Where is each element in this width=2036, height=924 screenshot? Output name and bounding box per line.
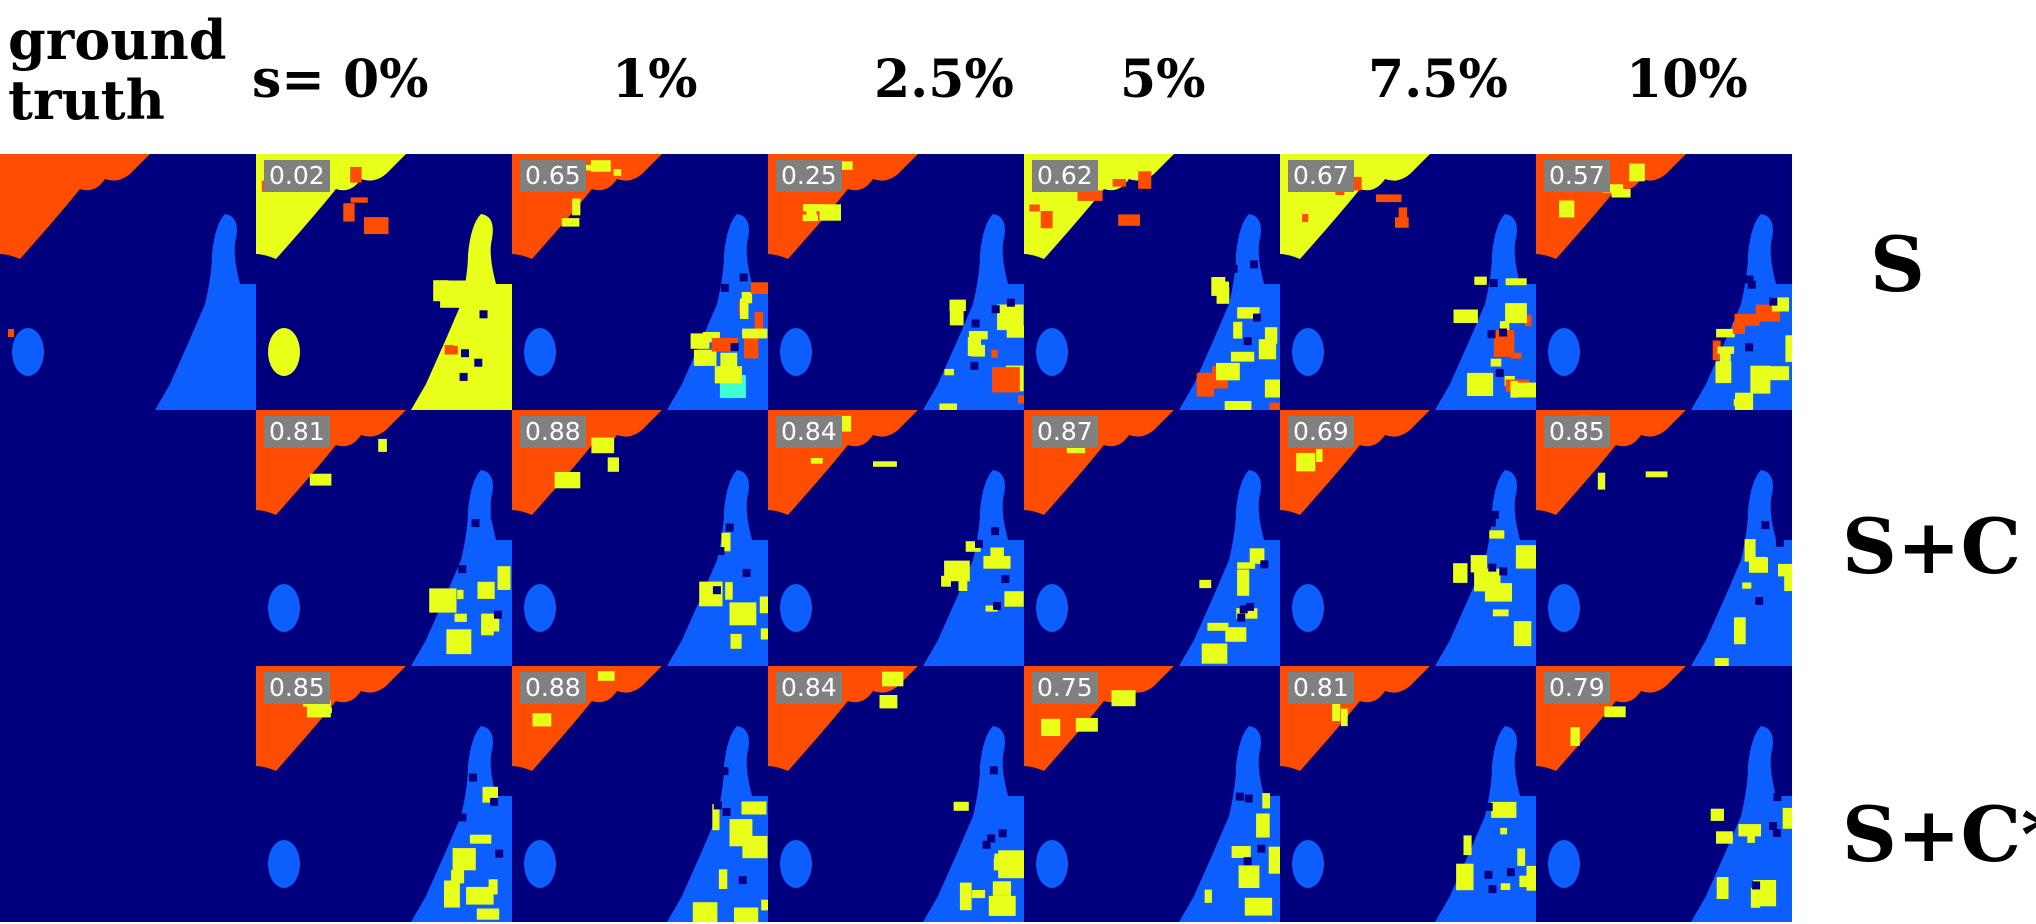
segmentation-tile: 0.02	[256, 154, 512, 410]
segmentation-map	[768, 666, 1024, 922]
score-badge: 0.69	[1288, 416, 1354, 448]
segmentation-tile: 0.67	[1280, 154, 1536, 410]
segmentation-map	[512, 666, 768, 922]
score-badge: 0.85	[1544, 416, 1610, 448]
row-label-2: S+C*	[1842, 790, 2036, 879]
segmentation-map	[1536, 410, 1792, 666]
column-header-4: 7.5%	[1368, 49, 1508, 110]
segmentation-map	[1024, 154, 1280, 410]
score-badge: 0.25	[776, 160, 842, 192]
segmentation-tile: 0.79	[1536, 666, 1792, 922]
segmentation-tile: 0.81	[1280, 666, 1536, 922]
score-badge: 0.88	[520, 672, 586, 704]
segmentation-map	[768, 154, 1024, 410]
segmentation-tile: 0.81	[256, 410, 512, 666]
segmentation-map	[1536, 666, 1792, 922]
segmentation-tile: 0.87	[1024, 410, 1280, 666]
row-label-1: S+C	[1842, 502, 2022, 591]
score-badge: 0.81	[1288, 672, 1354, 704]
score-badge: 0.85	[264, 672, 330, 704]
ground-truth-line2: truth	[8, 68, 165, 132]
segmentation-map	[1280, 154, 1536, 410]
segmentation-map	[1280, 666, 1536, 922]
segmentation-map	[768, 410, 1024, 666]
score-badge: 0.88	[520, 416, 586, 448]
segmentation-map	[256, 154, 512, 410]
segmentation-tile: 0.62	[1024, 154, 1280, 410]
column-header-2: 2.5%	[874, 49, 1014, 110]
segmentation-tile: 0.84	[768, 410, 1024, 666]
segmentation-tile: 0.69	[1280, 410, 1536, 666]
score-badge: 0.57	[1544, 160, 1610, 192]
segmentation-tile: 0.85	[256, 666, 512, 922]
score-badge: 0.87	[1032, 416, 1098, 448]
segmentation-map	[1024, 666, 1280, 922]
score-badge: 0.62	[1032, 160, 1098, 192]
score-badge: 0.81	[264, 416, 330, 448]
score-badge: 0.02	[264, 160, 330, 192]
row-label-0: S	[1870, 220, 1925, 309]
segmentation-map	[1280, 410, 1536, 666]
segmentation-map	[512, 410, 768, 666]
segmentation-map	[512, 154, 768, 410]
column-header-3: 5%	[1120, 49, 1206, 110]
ground-truth-map	[0, 154, 256, 410]
segmentation-map	[1024, 410, 1280, 666]
segmentation-map	[256, 666, 512, 922]
column-header-5: 10%	[1626, 49, 1748, 110]
segmentation-tile: 0.84	[768, 666, 1024, 922]
ground-truth-header: ground truth	[8, 10, 227, 130]
segmentation-tile: 0.25	[768, 154, 1024, 410]
segmentation-tile: 0.88	[512, 666, 768, 922]
segmentation-tile: 0.65	[512, 154, 768, 410]
segmentation-tile: 0.75	[1024, 666, 1280, 922]
column-header-1: 1%	[612, 49, 698, 110]
ground-truth-empty-area	[0, 410, 256, 922]
segmentation-tile: 0.85	[1536, 410, 1792, 666]
ground-truth-line1: ground	[8, 8, 227, 72]
score-badge: 0.79	[1544, 672, 1610, 704]
ground-truth-svg	[0, 154, 256, 410]
segmentation-map	[256, 410, 512, 666]
segmentation-map	[1536, 154, 1792, 410]
segmentation-tile: 0.88	[512, 410, 768, 666]
score-badge: 0.84	[776, 672, 842, 704]
score-badge: 0.67	[1288, 160, 1354, 192]
score-badge: 0.84	[776, 416, 842, 448]
segmentation-tile: 0.57	[1536, 154, 1792, 410]
score-badge: 0.65	[520, 160, 586, 192]
score-badge: 0.75	[1032, 672, 1098, 704]
column-header-0: s= 0%	[252, 49, 429, 110]
